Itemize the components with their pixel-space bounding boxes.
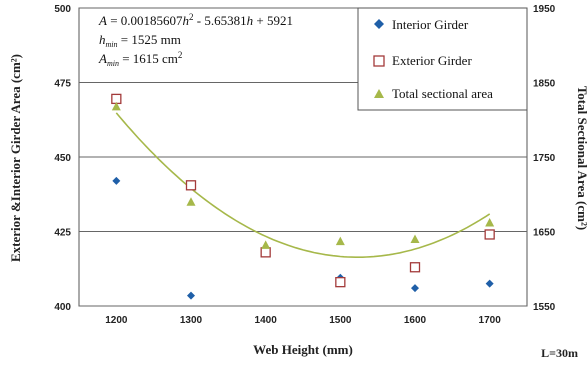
y-tick-label-3: 475 [54, 79, 71, 90]
interior-girder-point-4 [411, 284, 419, 293]
total-area-point-0 [111, 101, 121, 111]
exterior-girder-point-3 [335, 277, 346, 288]
legend-label-interior: Interior Girder [392, 17, 469, 32]
x-tick-label-4: 1600 [404, 315, 427, 326]
x-tick-label-5: 1700 [479, 315, 502, 326]
exterior-girder-point-2 [260, 247, 271, 258]
interior-girder-point-1 [187, 291, 195, 300]
y-tick-label-0: 400 [54, 302, 71, 313]
y2-tick-label-3: 1850 [533, 79, 556, 90]
span-note: L=30m [541, 346, 578, 360]
total-area-point-5 [485, 218, 495, 227]
x-axis-ticks: 1200 1300 1400 1500 1600 1700 [105, 315, 501, 326]
fit-curve [115, 112, 491, 258]
x-tick-label-3: 1500 [329, 315, 352, 326]
equation-annotation: A = 0.00185607h2 - 5.65381h + 5921 hmin … [98, 12, 293, 68]
exterior-girder-point-1 [185, 180, 197, 191]
y2-tick-label-1: 1650 [533, 228, 556, 239]
data-marks [111, 93, 495, 300]
total-area-point-1 [186, 197, 196, 206]
y-axis-title: Exterior &Interior Girder Area (cm²) [8, 54, 23, 262]
y2-tick-label-2: 1750 [533, 153, 556, 164]
y-tick-label-4: 500 [54, 4, 71, 15]
y2-tick-label-4: 1950 [533, 4, 556, 15]
y2-tick-label-0: 1550 [533, 302, 556, 313]
legend-label-exterior: Exterior Girder [392, 53, 472, 68]
y-tick-label-1: 425 [54, 228, 71, 239]
x-tick-label-0: 1200 [105, 315, 128, 326]
legend-marker-interior [374, 19, 384, 29]
x-tick-label-1: 1300 [180, 315, 203, 326]
x-tick-label-2: 1400 [255, 315, 278, 326]
legend-label-total: Total sectional area [392, 86, 493, 101]
total-area-point-4 [410, 234, 420, 243]
legend-marker-total [374, 89, 384, 98]
interior-girder-point-0 [112, 176, 121, 185]
legend: Interior Girder Exterior Girder Total se… [357, 7, 528, 111]
exterior-girder-point-5 [484, 229, 495, 240]
fit-curve-group [115, 112, 491, 258]
exterior-girder-point-4 [409, 262, 421, 273]
total-area-point-2 [261, 240, 271, 249]
x-axis-title: Web Height (mm) [253, 342, 353, 357]
left-axis-ticks: 400 425 450 475 500 [54, 4, 71, 313]
equation-text: A = 0.00185607h2 - 5.65381h + 5921 [98, 12, 293, 28]
total-area-point-3 [335, 236, 345, 246]
legend-marker-exterior [373, 55, 385, 67]
y2-axis-title: Total Sectional Area (cm²) [575, 86, 588, 230]
y-tick-label-2: 450 [54, 153, 71, 164]
hmin-text: hmin = 1525 mm [99, 32, 181, 49]
amin-text: Amin = 1615 cm2 [98, 50, 182, 68]
interior-girder-point-5 [485, 279, 494, 288]
right-axis-ticks: 1550 1650 1750 1850 1950 [533, 4, 556, 313]
legend-box [357, 7, 528, 111]
